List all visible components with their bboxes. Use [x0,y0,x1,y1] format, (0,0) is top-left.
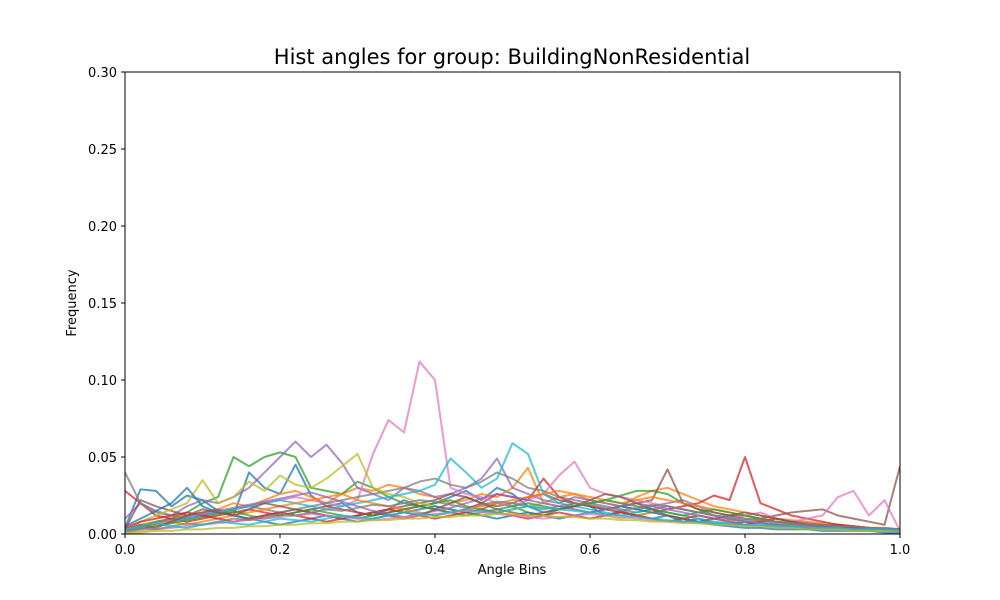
x-tick-label: 1.0 [890,543,911,558]
y-tick-label: 0.05 [88,451,117,466]
series-line-16 [125,492,900,531]
series-line-20 [125,505,900,532]
x-tick-label: 0.6 [580,543,601,558]
series-layer [125,360,900,534]
series-line-19 [125,512,900,534]
chart-title: Hist angles for group: BuildingNonReside… [274,45,750,69]
y-tick-label: 0.00 [88,528,117,543]
series-line-15 [125,491,900,532]
x-axis-label: Angle Bins [478,563,547,578]
y-tick-label: 0.10 [88,374,117,389]
y-axis-label: Frequency [65,269,80,336]
y-tick-label: 0.30 [88,66,117,81]
x-axis: 0.0 0.2 0.4 0.6 0.8 1.0 [115,534,911,558]
y-tick-label: 0.20 [88,220,117,235]
x-tick-label: 0.4 [425,543,446,558]
y-axis: 0.00 0.05 0.10 0.15 0.20 0.25 0.30 [88,66,125,543]
x-tick-label: 0.8 [735,543,756,558]
x-tick-label: 0.0 [115,543,136,558]
series-line-18 [125,499,900,532]
y-tick-label: 0.25 [88,143,117,158]
y-tick-label: 0.15 [88,297,117,312]
x-tick-label: 0.2 [270,543,291,558]
